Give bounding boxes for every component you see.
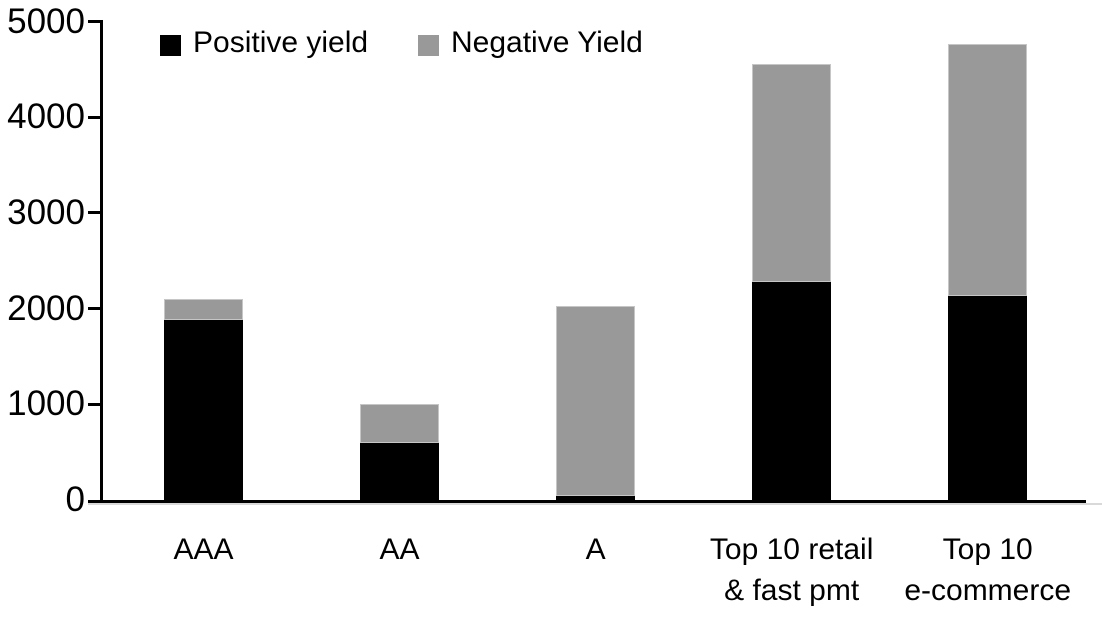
y-axis-tick (88, 20, 100, 23)
bar-segment-negative (360, 404, 440, 443)
y-axis-tick (88, 307, 100, 311)
x-category-label: Top 10 e-commerce (904, 533, 1072, 607)
legend-item-positive-yield: Positive yield (160, 27, 368, 59)
x-category-label: AAA (173, 533, 234, 566)
bar-segment-negative (752, 63, 832, 282)
bar-segment-positive (948, 296, 1028, 500)
bar-segment-negative (556, 305, 636, 497)
y-axis-tick (88, 402, 100, 406)
y-axis-tick-label: 1000 (7, 384, 85, 424)
x-axis-line (88, 500, 1086, 503)
y-axis-tick-label: 3000 (7, 192, 85, 232)
y-axis-line (100, 20, 103, 503)
x-category-label: AA (379, 533, 420, 566)
bar-segment-positive (360, 442, 440, 500)
legend-item-negative-yield: Negative Yield (418, 27, 643, 59)
legend-label-negative-yield: Negative Yield (451, 26, 643, 59)
bar-segment-negative (164, 299, 243, 321)
bar-segment-positive (164, 320, 243, 500)
y-axis-tick-label: 2000 (7, 288, 85, 328)
y-axis-tick-label: 5000 (7, 1, 85, 41)
legend-label-positive-yield: Positive yield (193, 26, 369, 59)
x-category-label: Top 10 retail & fast pmt (709, 533, 874, 607)
x-axis-shadow-line (88, 503, 1102, 505)
y-axis-tick-label: 0 (65, 480, 85, 519)
y-axis-tick-label: 4000 (7, 97, 85, 137)
y-axis-tick (88, 115, 100, 119)
bar-segment-negative (948, 44, 1028, 297)
x-category-label: A (585, 533, 606, 566)
positive-yield-swatch-icon (160, 35, 181, 56)
y-axis-tick (88, 211, 100, 215)
bar-segment-positive (752, 281, 832, 500)
bar-segment-positive (556, 496, 636, 500)
negative-yield-swatch-icon (418, 35, 439, 56)
